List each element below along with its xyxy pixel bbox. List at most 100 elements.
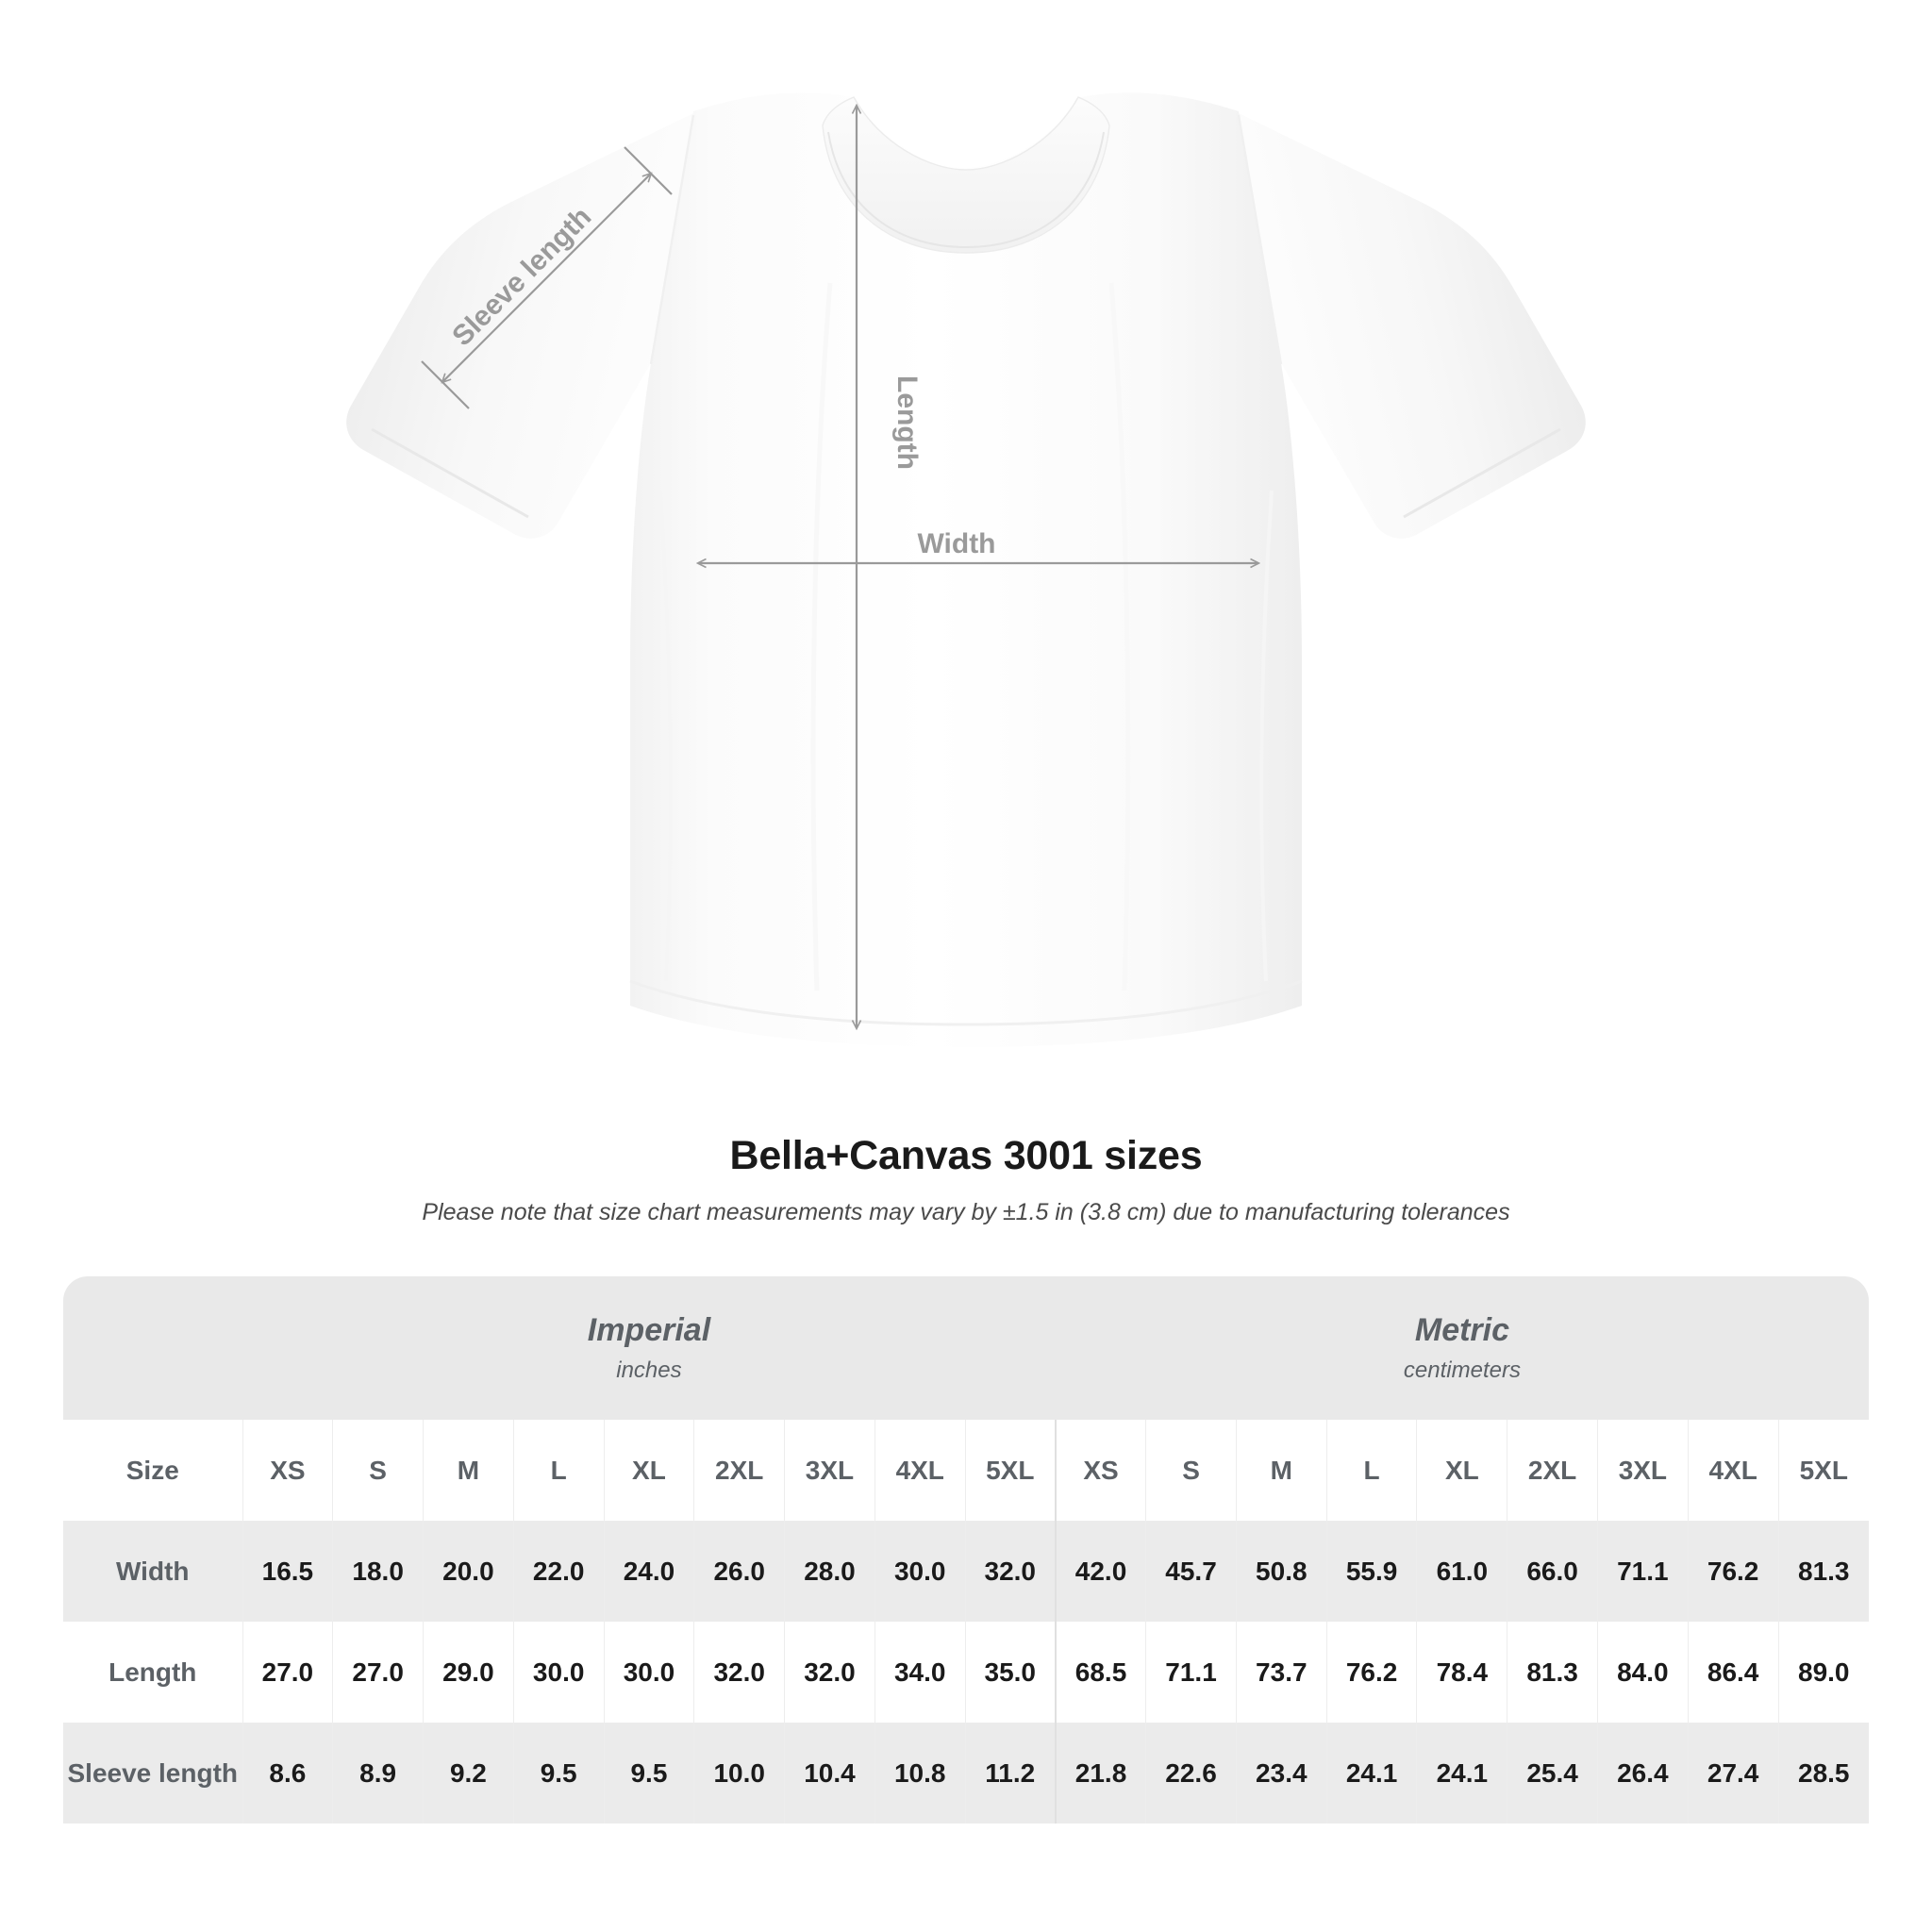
unit-header-row: Imperial inches Metric centimeters bbox=[63, 1276, 1869, 1420]
measurement-cell: 42.0 bbox=[1054, 1521, 1147, 1622]
measurement-cell: 9.2 bbox=[423, 1723, 514, 1824]
measurement-cell: 27.4 bbox=[1688, 1723, 1779, 1824]
measurement-cell: 9.5 bbox=[604, 1723, 695, 1824]
measurement-cell: 26.4 bbox=[1597, 1723, 1689, 1824]
size-header-cell: 4XL bbox=[874, 1420, 966, 1521]
size-header-row: Size XS S M L XL 2XL 3XL 4XL 5XL XS S M L XL 2XL 3XL 4XL 5… bbox=[63, 1420, 1869, 1521]
unit-group-sub: inches bbox=[616, 1357, 682, 1384]
left-sleeve-hem bbox=[371, 427, 529, 519]
measurement-cell: 25.4 bbox=[1507, 1723, 1598, 1824]
collar bbox=[822, 96, 1110, 254]
sleeve-length-arrow bbox=[442, 174, 651, 382]
size-header-cell: M bbox=[423, 1420, 514, 1521]
fold-center-left bbox=[810, 282, 833, 991]
sleeve-length-measure bbox=[421, 146, 673, 409]
tshirt-shape bbox=[346, 92, 1586, 1048]
measurement-cell: 22.0 bbox=[513, 1521, 605, 1622]
size-header-cell: 4XL bbox=[1688, 1420, 1779, 1521]
measurement-cell: 71.1 bbox=[1597, 1521, 1689, 1622]
size-header-cell: L bbox=[1326, 1420, 1418, 1521]
size-header-cell: M bbox=[1236, 1420, 1327, 1521]
measurement-cell: 55.9 bbox=[1326, 1521, 1418, 1622]
fold-left bbox=[658, 490, 673, 982]
measurement-cell: 30.0 bbox=[513, 1622, 605, 1723]
measurement-cell: 21.8 bbox=[1054, 1723, 1147, 1824]
row-label-sleeve-length: Sleeve length bbox=[63, 1723, 243, 1824]
unit-group-metric: Metric centimeters bbox=[1055, 1276, 1869, 1420]
sleeve-tick-lower bbox=[421, 360, 470, 409]
size-header-cell: 5XL bbox=[1778, 1420, 1869, 1521]
measurement-cell: 9.5 bbox=[513, 1723, 605, 1824]
unit-group-name: Metric bbox=[1414, 1311, 1510, 1348]
size-header-cell: 2XL bbox=[693, 1420, 786, 1521]
unit-header-spacer bbox=[63, 1276, 242, 1420]
row-label-length: Length bbox=[63, 1622, 243, 1723]
measurement-cell: 27.0 bbox=[242, 1622, 334, 1723]
measurement-cell: 20.0 bbox=[423, 1521, 514, 1622]
size-table-container: Imperial inches Metric centimeters Size XS S M L… bbox=[63, 1276, 1869, 1824]
measurement-cell: 10.4 bbox=[784, 1723, 875, 1824]
size-header-cell: L bbox=[513, 1420, 605, 1521]
size-header-cell: S bbox=[1145, 1420, 1237, 1521]
fold-center-right bbox=[1108, 282, 1131, 991]
measurement-annotations bbox=[421, 106, 1258, 1028]
measurement-cell: 30.0 bbox=[874, 1521, 966, 1622]
measurement-cell: 24.1 bbox=[1326, 1723, 1418, 1824]
size-header-cell: S bbox=[332, 1420, 425, 1521]
measurement-cell: 34.0 bbox=[874, 1622, 966, 1723]
measurement-cell: 35.0 bbox=[965, 1622, 1057, 1723]
bottom-hem bbox=[629, 979, 1303, 1026]
table-row: Sleeve length 8.6 8.9 9.2 9.5 9.5 10.0 10.4 10.8… bbox=[63, 1723, 1869, 1824]
measurement-cell: 84.0 bbox=[1597, 1622, 1689, 1723]
measurement-cell: 50.8 bbox=[1236, 1521, 1327, 1622]
right-shoulder-seam bbox=[1237, 114, 1283, 365]
measurement-cell: 29.0 bbox=[423, 1622, 514, 1723]
shirt-body bbox=[630, 92, 1302, 1048]
table-row: Width 16.5 18.0 20.0 22.0 24.0 26.0 28.0 30.0 32.… bbox=[63, 1521, 1869, 1622]
measurement-cell: 76.2 bbox=[1688, 1521, 1779, 1622]
right-sleeve-hem bbox=[1403, 427, 1561, 519]
measurement-cell: 45.7 bbox=[1145, 1521, 1237, 1622]
unit-group-name: Imperial bbox=[587, 1311, 711, 1348]
table-row: Length 27.0 27.0 29.0 30.0 30.0 32.0 32.0 34.0 35… bbox=[63, 1622, 1869, 1723]
size-table: Imperial inches Metric centimeters Size XS S M L… bbox=[63, 1276, 1869, 1824]
sleeve-tick-upper bbox=[624, 146, 673, 195]
measurement-cell: 73.7 bbox=[1236, 1622, 1327, 1723]
size-header-cell: 3XL bbox=[1597, 1420, 1689, 1521]
measurement-cell: 8.6 bbox=[242, 1723, 334, 1824]
left-shoulder-seam bbox=[649, 114, 695, 365]
measurement-cell: 11.2 bbox=[965, 1723, 1057, 1824]
tolerance-note: Please note that size chart measurements… bbox=[422, 1198, 1510, 1225]
measurement-cell: 30.0 bbox=[604, 1622, 695, 1723]
measurement-cell: 89.0 bbox=[1778, 1622, 1869, 1723]
measurement-cell: 61.0 bbox=[1416, 1521, 1508, 1622]
length-label: Length bbox=[891, 375, 923, 470]
neckline-seam bbox=[827, 131, 1105, 249]
tshirt-illustration: Sleeve length Length Width bbox=[346, 92, 1586, 1048]
measurement-cell: 32.0 bbox=[693, 1622, 786, 1723]
measurement-cell: 27.0 bbox=[332, 1622, 425, 1723]
size-header-cell: XL bbox=[604, 1420, 695, 1521]
unit-group-imperial: Imperial inches bbox=[242, 1276, 1056, 1420]
measurement-cell: 86.4 bbox=[1688, 1622, 1779, 1723]
chart-heading: Bella+Canvas 3001 sizes Please note that… bbox=[0, 1132, 1932, 1227]
measurement-cell: 81.3 bbox=[1507, 1622, 1598, 1723]
unit-group-sub: centimeters bbox=[1403, 1357, 1521, 1384]
measurement-cell: 28.5 bbox=[1778, 1723, 1869, 1824]
measurement-cell: 10.0 bbox=[693, 1723, 786, 1824]
measurement-cell: 10.8 bbox=[874, 1723, 966, 1824]
measurement-cell: 24.0 bbox=[604, 1521, 695, 1622]
measurement-cell: 71.1 bbox=[1145, 1622, 1237, 1723]
size-header-cell: XS bbox=[242, 1420, 334, 1521]
size-header-cell: 2XL bbox=[1507, 1420, 1598, 1521]
measurement-cell: 23.4 bbox=[1236, 1723, 1327, 1824]
size-header-cell: XL bbox=[1416, 1420, 1508, 1521]
tshirt-diagram: Sleeve length Length Width bbox=[346, 92, 1586, 1048]
measurement-cell: 32.0 bbox=[784, 1622, 875, 1723]
measurement-cell: 66.0 bbox=[1507, 1521, 1598, 1622]
right-sleeve bbox=[1239, 113, 1586, 539]
fold-right bbox=[1259, 490, 1274, 982]
measurement-cell: 28.0 bbox=[784, 1521, 875, 1622]
size-header-label: Size bbox=[63, 1420, 243, 1521]
